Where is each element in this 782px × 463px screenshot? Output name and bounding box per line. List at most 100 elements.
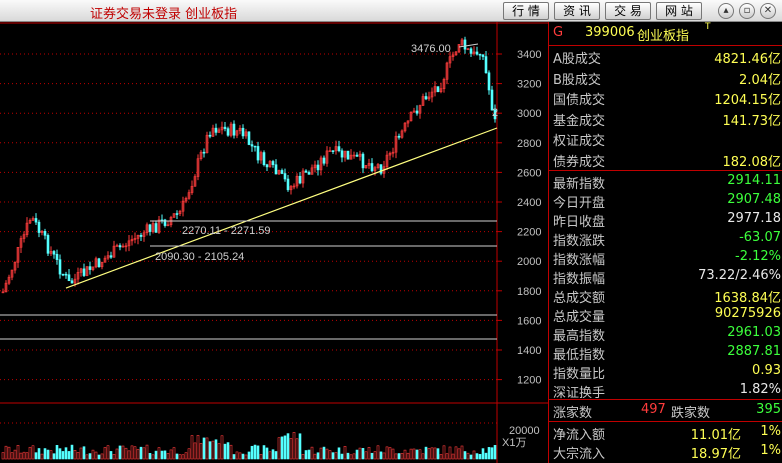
kline-chart[interactable]: 2270.11 - 2271.59 2090.30 - 2105.24 3476… [0,22,548,463]
turnover-row: B股成交 2.04亿 [549,68,782,88]
volume-bar [472,450,476,460]
candle-body [211,127,215,137]
row-label: 总成交量 [553,310,606,325]
volume-bar [115,448,119,460]
row-label: 指数涨幅 [553,253,606,268]
candle-body [415,110,419,114]
candle-body [331,150,335,153]
candle-body [397,135,401,138]
volume-bar [262,445,266,460]
candle-body [484,56,488,74]
restore-icon[interactable]: ▫ [739,3,755,19]
stat-row: 指数涨幅 -2.12% [549,248,782,268]
volume-bar [64,447,68,460]
candle-body [25,222,29,235]
volume-bar [490,447,494,460]
candle-body [388,152,392,156]
volume-bar [427,448,431,460]
candle-body [106,255,110,259]
volume-bar [367,446,371,460]
candle-body [421,96,425,106]
candle-body [55,253,59,260]
y-axis: 3400 3200 3000 2800 2600 2400 2200 2000 1800 1600… [517,49,541,387]
volume-bar [394,453,398,460]
news-button[interactable]: 资 讯 [554,2,600,20]
stat-row: 今日开盘 2907.48 [549,191,782,211]
row-value: 1.82% [739,382,781,397]
volume-bar [73,450,77,460]
volume-bar [457,448,461,460]
candle-body [88,266,92,270]
volume-bar [397,453,401,460]
stat-row: 昨日收盘 2977.18 [549,210,782,230]
volume-bar [358,447,362,460]
candle-body [418,105,422,114]
quote-panel: G 399006 创业板指 T A股成交 4821.46亿 B股成交 2.04亿 国债成… [548,22,782,463]
row-label: 净流入额 [553,428,606,443]
y-tick-label: 1600 [517,315,541,327]
candle-body [70,280,74,284]
candle-body [109,255,113,258]
volume-bar [160,450,164,460]
candle-body [301,170,305,184]
candle-body [28,220,32,224]
volume-series [1,432,497,460]
stat-row: 指数涨跌 -63.07 [549,229,782,249]
volume-bar [232,454,236,460]
y-tick-label: 1800 [517,286,541,298]
volume-bar [181,454,185,460]
volume-bar [484,452,488,460]
volume-bar [169,449,173,460]
market-button[interactable]: 行 情 [503,2,549,20]
candle-body [136,234,140,239]
row-label: 指数量比 [553,367,606,382]
volume-bar [118,445,122,460]
high-label: 3476.00 [411,43,451,55]
volume-bar [148,453,152,460]
row-label: 权证成交 [553,134,606,149]
candle-body [34,218,38,223]
candle-body [490,89,494,111]
candle-body [451,54,455,57]
row-label: 国债成交 [553,93,606,108]
close-icon[interactable]: ✕ [760,3,776,19]
breadth-row: 涨家数 497 跌家数 395 [549,401,782,421]
candle-body [424,96,428,100]
row-label: 大宗流入 [553,447,606,462]
row-label: 最高指数 [553,329,606,344]
title-bar: 证券交易未登录 创业板指 行 情 资 讯 交 易 网 站 ▴ ▫ ✕ [0,0,782,22]
volume-bar [187,448,191,460]
volume-bar [388,447,392,460]
volume-bar [31,445,35,460]
volume-bar [355,449,359,460]
volume-bar [418,449,422,460]
volume-bar [163,450,167,460]
candle-body [307,172,311,175]
volume-bar [154,450,158,460]
volume-bar [106,445,110,460]
row-value: -2.12% [735,249,781,264]
volume-bar [352,453,356,460]
turnover-row: 权证成交 [549,129,782,149]
candle-body [7,276,11,284]
volume-bar [424,446,428,460]
candle-body [259,152,263,161]
website-button[interactable]: 网 站 [656,2,702,20]
volume-bar [340,453,344,460]
trade-button[interactable]: 交 易 [605,2,651,20]
volume-bar [43,448,47,460]
row-label: B股成交 [553,72,601,88]
row-label: 基金成交 [553,113,606,129]
chevron-up-icon[interactable]: ▴ [718,3,734,19]
volume-bar [97,454,101,460]
volume-bar [190,435,194,460]
y-tick-label: 1400 [517,345,541,357]
candle-body [391,151,395,154]
candle-body [364,165,368,169]
divider [549,421,782,422]
candle-body [49,251,53,254]
candle-body [313,164,317,169]
candle-body [121,245,125,248]
stat-row: 指数量比 0.93 [549,362,782,382]
volume-bar [109,451,113,460]
